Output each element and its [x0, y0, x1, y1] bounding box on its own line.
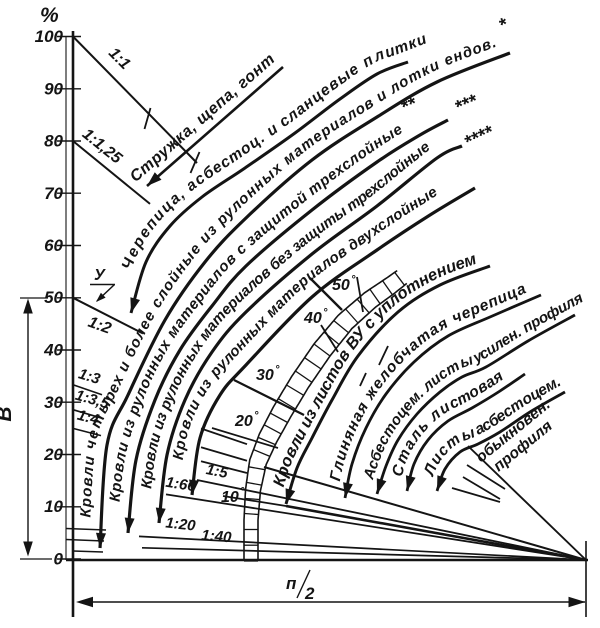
svg-text:90: 90 [44, 79, 63, 98]
svg-text:50: 50 [332, 277, 350, 294]
svg-text:60: 60 [44, 236, 63, 255]
svg-text:10: 10 [44, 497, 63, 516]
svg-text:1:5: 1:5 [205, 461, 230, 482]
svg-text:50: 50 [44, 288, 63, 307]
svg-text:1:66: 1:66 [165, 474, 198, 496]
svg-text:1:40: 1:40 [201, 527, 233, 547]
svg-text:70: 70 [44, 184, 63, 203]
svg-text:20: 20 [234, 413, 253, 430]
svg-text:100: 100 [35, 27, 64, 46]
svg-text:°: ° [254, 410, 259, 422]
svg-text:2: 2 [304, 584, 315, 603]
svg-text:80: 80 [44, 132, 63, 151]
svg-text:1:4: 1:4 [75, 407, 101, 429]
svg-text:30: 30 [256, 367, 274, 384]
svg-text:40: 40 [43, 341, 63, 360]
svg-text:10: 10 [221, 489, 239, 506]
svg-text:30: 30 [44, 393, 63, 412]
svg-text:В: В [0, 406, 16, 421]
svg-text:°: ° [275, 364, 280, 376]
svg-text:У: У [94, 267, 106, 284]
svg-text:1:20: 1:20 [165, 515, 197, 535]
svg-text:°: ° [351, 274, 356, 286]
svg-text:°: ° [240, 486, 245, 498]
svg-text:20: 20 [43, 445, 63, 464]
svg-text:40: 40 [303, 310, 322, 327]
svg-text:1:2: 1:2 [86, 314, 114, 338]
svg-text:°: ° [323, 307, 328, 319]
svg-text:%: % [40, 4, 59, 27]
svg-text:0: 0 [54, 550, 64, 569]
svg-text:п: п [286, 574, 297, 593]
svg-text:1:3: 1:3 [76, 365, 102, 388]
